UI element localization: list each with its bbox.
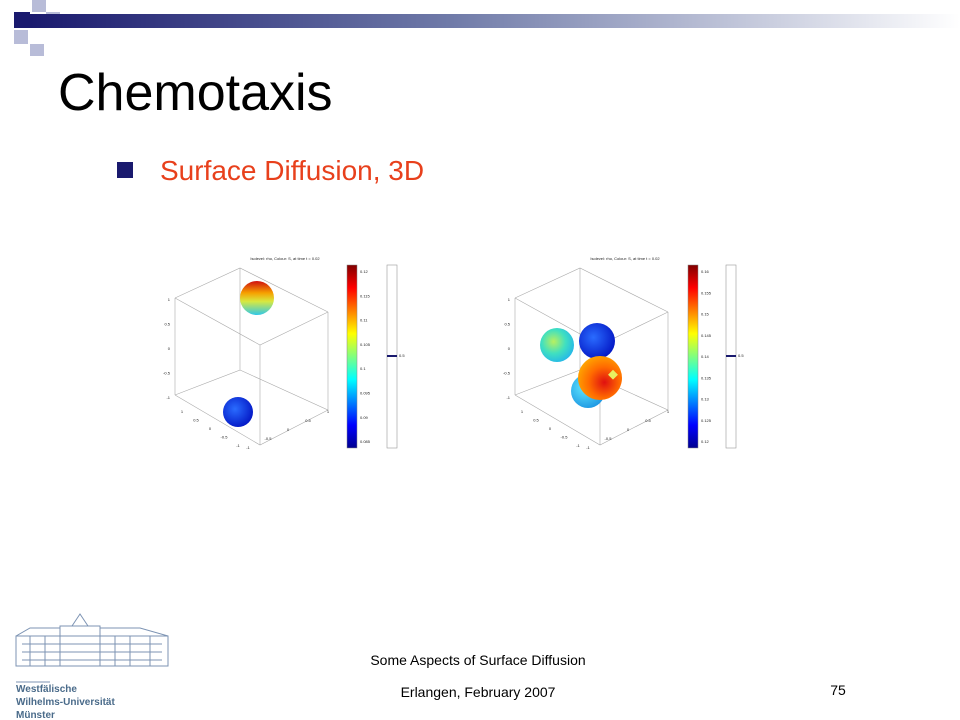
slider-handle (726, 355, 736, 357)
slide-title: Chemotaxis (58, 64, 333, 122)
figure: Isolevel: rho, Colour: S, at time t = 0.… (503, 256, 744, 450)
y-tick-label: 0.5 (533, 418, 539, 423)
colorbar-tick-label: 0.12 (360, 269, 369, 274)
colorbar-tick-label: 0.13 (701, 397, 710, 402)
colorbar-tick-label: 0.125 (701, 418, 712, 423)
colorbar-tick-label: 0.14 (701, 354, 710, 359)
z-tick-label: -0.5 (503, 371, 511, 376)
slider-label: 0.5 (738, 353, 744, 358)
deco-square (32, 0, 46, 12)
x-tick-label: 0.5 (305, 418, 311, 423)
isosurface (578, 356, 622, 400)
y-tick-label: -1 (576, 443, 580, 448)
y-tick-label: 1 (521, 409, 524, 414)
colorbar-tick-label: 0.135 (701, 375, 712, 380)
figure-title: Isolevel: rho, Colour: S, at time t = 0.… (590, 256, 660, 261)
isosurface (540, 328, 574, 362)
y-tick-label: 0.5 (193, 418, 199, 423)
highlight (608, 369, 618, 380)
slider-handle (387, 355, 397, 357)
y-tick-label: 1 (181, 409, 184, 414)
z-tick-label: -1 (166, 395, 170, 400)
isosurface (240, 281, 274, 315)
colorbar-tick-label: 0.1 (360, 366, 366, 371)
colorbar-tick-label: 0.085 (360, 439, 371, 444)
x-tick-label: 1 (327, 409, 330, 414)
x-tick-label: -1 (246, 445, 250, 450)
colorbar-tick-label: 0.09 (360, 415, 369, 420)
deco-square (30, 44, 44, 56)
deco-square (14, 12, 30, 28)
z-tick-label: 0 (168, 346, 171, 351)
colorbar (687, 264, 699, 449)
page-number: 75 (830, 682, 846, 698)
z-tick-label: 0 (508, 346, 511, 351)
figures: Isolevel: rho, Colour: S, at time t = 0.… (163, 256, 744, 450)
colorbar (346, 264, 358, 449)
z-tick-label: -1 (506, 395, 510, 400)
university-logo (15, 613, 169, 683)
x-tick-label: -0.5 (605, 436, 613, 441)
colorbar-tick-label: 0.115 (360, 293, 370, 298)
header-bar (30, 14, 960, 28)
x-tick-label: 0.5 (645, 418, 651, 423)
y-tick-label: 0 (549, 426, 552, 431)
colorbar-tick-label: 0.155 (701, 290, 712, 295)
x-tick-label: -0.5 (265, 436, 273, 441)
deco-square (14, 30, 28, 44)
figure-title: Isolevel: rho, Colour: S, at time t = 0.… (250, 256, 320, 261)
logo-text: Westfälische (16, 684, 77, 695)
y-tick-label: -0.5 (561, 435, 569, 440)
colorbar-tick-label: 0.15 (701, 312, 710, 317)
footer-topic: Some Aspects of Surface Diffusion (370, 652, 585, 668)
z-tick-label: 0.5 (504, 322, 510, 327)
z-tick-label: 1 (168, 297, 171, 302)
isosurface (223, 397, 253, 427)
x-tick-label: 0 (627, 427, 630, 432)
y-tick-label: 0 (209, 426, 212, 431)
bullet-text: Surface Diffusion, 3D (160, 155, 424, 186)
wireframe (174, 267, 329, 446)
colorbar-tick-label: 0.145 (701, 333, 712, 338)
logo-text: Münster (16, 710, 55, 720)
y-tick-label: -1 (236, 443, 240, 448)
y-tick-label: -0.5 (221, 435, 229, 440)
bullet-marker (117, 162, 133, 178)
x-tick-label: 1 (667, 409, 670, 414)
logo-text: Wilhelms-Universität (16, 697, 115, 708)
colorbar-tick-label: 0.12 (701, 439, 710, 444)
figure: Isolevel: rho, Colour: S, at time t = 0.… (163, 256, 405, 450)
z-tick-label: -0.5 (163, 371, 171, 376)
z-tick-label: 0.5 (164, 322, 170, 327)
colorbar-tick-label: 0.095 (360, 390, 371, 395)
footer-event: Erlangen, February 2007 (401, 684, 556, 700)
colorbar-tick-label: 0.16 (701, 269, 710, 274)
colorbar-tick-label: 0.11 (360, 318, 368, 323)
isosurface (579, 323, 615, 359)
x-tick-label: -1 (586, 445, 590, 450)
z-tick-label: 1 (508, 297, 511, 302)
x-tick-label: 0 (287, 427, 290, 432)
colorbar-tick-label: 0.105 (360, 342, 371, 347)
slider-label: 0.5 (399, 353, 405, 358)
